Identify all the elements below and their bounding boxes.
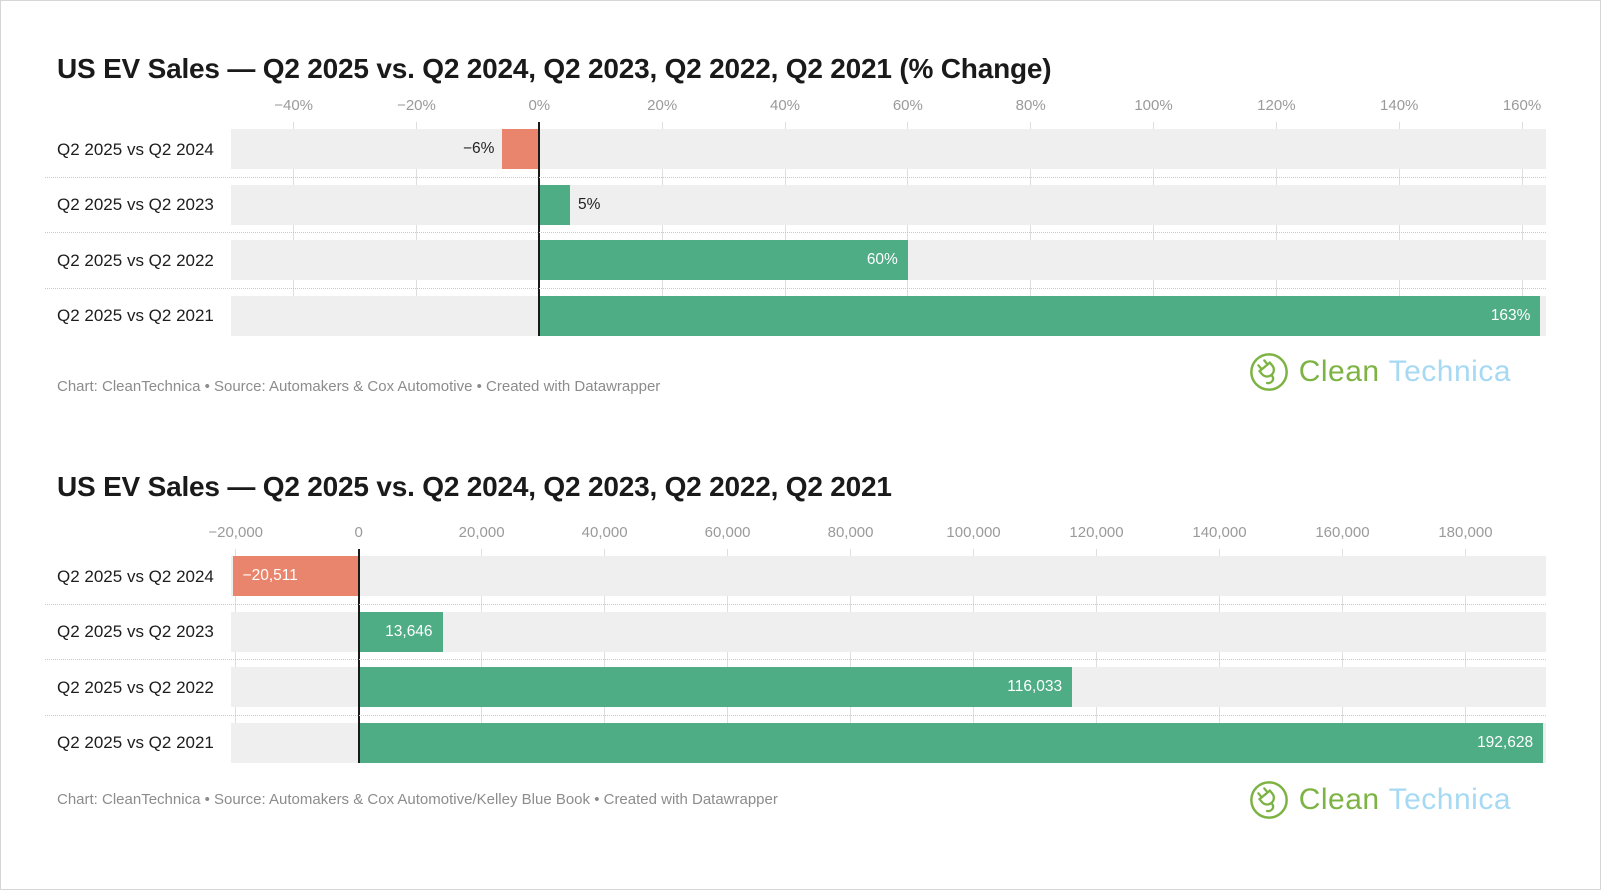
axis-tick-label: 100% (1134, 97, 1173, 114)
bar[interactable] (232, 556, 359, 596)
bar[interactable] (539, 295, 1541, 336)
chart-attribution: Chart: CleanTechnica • Source: Automaker… (57, 791, 778, 808)
row-label: Q2 2025 vs Q2 2021 (57, 733, 214, 752)
bar[interactable] (539, 184, 571, 225)
chart-attribution: Chart: CleanTechnica • Source: Automaker… (57, 378, 661, 395)
bar-value-label: 163% (1490, 306, 1531, 324)
axis-tick-label: 80,000 (827, 524, 874, 541)
logo-text-clean: Clean (1298, 783, 1380, 816)
row-separator (45, 176, 1546, 178)
bar-value-label: 192,628 (1477, 733, 1534, 751)
axis-tick-label: 0% (528, 97, 551, 114)
row-separator (45, 287, 1546, 289)
gridline (727, 549, 729, 763)
bar-value-label: 60% (866, 251, 898, 268)
gridline (604, 549, 606, 763)
axis-tick-label: 0 (354, 524, 363, 541)
plot-area: −40% −20% 0% 20% 40% 60% 80% 100% 120% 140% 160% −6… (231, 97, 1546, 336)
row-separator (45, 659, 1546, 661)
row-label: Q2 2025 vs Q2 2024 (57, 139, 214, 159)
row-label: Q2 2025 vs Q2 2021 (57, 306, 214, 325)
row-label: Q2 2025 vs Q2 2024 (57, 566, 214, 586)
cleantechnica-plug-icon (1249, 781, 1288, 819)
bar-value-label: 13,646 (385, 622, 433, 640)
chart-absolute-sales: US EV Sales — Q2 2025 vs. Q2 2024, Q2 20… (1, 419, 1600, 889)
gridline (1341, 549, 1343, 763)
row-separator (45, 232, 1546, 234)
gridline (293, 122, 295, 336)
axis-tick-label: 160% (1502, 97, 1542, 114)
row-label: Q2 2025 vs Q2 2022 (57, 677, 214, 697)
bar-track (231, 129, 1546, 169)
axis-tick-label: 60% (892, 97, 923, 114)
row-label: Q2 2025 vs Q2 2022 (57, 250, 214, 270)
axis-tick-label: 160,000 (1315, 524, 1370, 541)
gridline (1030, 122, 1032, 336)
axis-tick-label: 140% (1380, 97, 1419, 114)
gridline (1153, 122, 1155, 336)
bar-track (231, 611, 1546, 652)
gridline (1096, 549, 1098, 763)
logo-text-technica: Technica (1388, 355, 1511, 388)
axis-tick-label: 180,000 (1438, 524, 1493, 541)
chart-title: US EV Sales — Q2 2025 vs. Q2 2024, Q2 20… (57, 471, 892, 502)
bar[interactable] (502, 129, 540, 169)
axis-tick-label: 60,000 (704, 524, 751, 541)
chart-title: US EV Sales — Q2 2025 vs. Q2 2024, Q2 20… (57, 53, 1052, 84)
row-separator (45, 603, 1546, 605)
gridline (907, 122, 909, 336)
gridline (1218, 549, 1220, 763)
gridline (1521, 122, 1523, 336)
bar[interactable] (358, 611, 443, 652)
logo-text-clean: Clean (1298, 355, 1380, 388)
bar-value-label: −6% (463, 140, 495, 157)
gridline (661, 122, 663, 336)
cleantechnica-logo[interactable]: Clean Technica (1248, 777, 1511, 823)
bar[interactable] (539, 240, 908, 280)
axis-tick-label: 40,000 (581, 524, 628, 541)
axis-tick-label: 80% (1015, 97, 1046, 114)
bar-value-label: 116,033 (1007, 678, 1063, 695)
gridline (1398, 122, 1400, 336)
cleantechnica-plug-icon (1249, 353, 1288, 391)
bar-track (231, 556, 1546, 596)
row-label: Q2 2025 vs Q2 2023 (57, 622, 214, 641)
axis-tick-label: 120% (1257, 97, 1296, 114)
gridline (1464, 549, 1466, 763)
zero-baseline (538, 122, 541, 336)
bar[interactable] (358, 667, 1073, 707)
plot-area: −20,000 0 20,000 40,000 60,000 80,000 100,000 1… (208, 524, 1546, 763)
logo-text-technica: Technica (1388, 783, 1511, 816)
gridline (235, 549, 237, 763)
row-label: Q2 2025 vs Q2 2023 (57, 195, 214, 214)
bar[interactable] (358, 722, 1544, 763)
axis-tick-label: 40% (769, 97, 801, 114)
axis-tick-label: −40% (274, 97, 314, 114)
gridline (415, 122, 417, 336)
bar-value-label: 5% (578, 195, 601, 213)
row-separator (45, 714, 1546, 716)
axis-tick-label: −20% (397, 97, 436, 114)
axis-tick-label: 140,000 (1192, 524, 1247, 541)
gridline (784, 122, 786, 336)
axis-tick-label: 20% (647, 97, 678, 114)
cleantechnica-logo[interactable]: Clean Technica (1248, 349, 1511, 395)
gridline (850, 549, 852, 763)
gridline (481, 549, 483, 763)
gridline (973, 549, 975, 763)
bar-value-label: −20,511 (242, 567, 298, 584)
axis-tick-label: 120,000 (1069, 524, 1124, 541)
chart-percent-change: US EV Sales — Q2 2025 vs. Q2 2024, Q2 20… (1, 1, 1600, 419)
axis-tick-label: 100,000 (946, 524, 1001, 541)
axis-tick-label: −20,000 (208, 524, 263, 541)
zero-baseline (357, 549, 360, 763)
bar-track (231, 184, 1546, 225)
axis-tick-label: 20,000 (458, 524, 505, 541)
gridline (1275, 122, 1277, 336)
